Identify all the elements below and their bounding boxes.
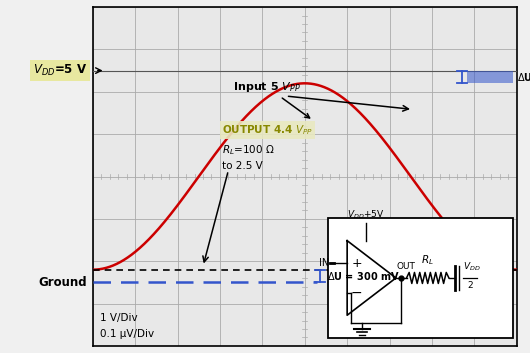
- Text: 1 V/Div: 1 V/Div: [100, 313, 138, 323]
- Text: $R_L$=100 Ω: $R_L$=100 Ω: [222, 143, 275, 157]
- Text: $\Delta$U = 300 mV: $\Delta$U = 300 mV: [517, 71, 530, 83]
- Text: to 2.5 V: to 2.5 V: [222, 161, 263, 171]
- Text: $R_L$: $R_L$: [421, 253, 434, 267]
- Text: −: −: [351, 286, 363, 300]
- Text: 2: 2: [467, 281, 473, 290]
- Text: $\Delta$U = 300 mV: $\Delta$U = 300 mV: [327, 270, 400, 282]
- Text: Ground: Ground: [39, 276, 87, 289]
- Text: $V_{DD}$=5 V: $V_{DD}$=5 V: [33, 63, 87, 78]
- Text: Input 5 $V_{PP}$: Input 5 $V_{PP}$: [233, 80, 310, 118]
- Text: OUTPUT 4.4 $V_{PP}$: OUTPUT 4.4 $V_{PP}$: [222, 123, 313, 137]
- Text: 0.1 μV/Div: 0.1 μV/Div: [100, 329, 155, 339]
- Text: $V_{DD}$+5V: $V_{DD}$+5V: [347, 209, 384, 221]
- Bar: [328, 217, 513, 338]
- Text: +: +: [351, 257, 362, 270]
- Text: $V_{DD}$: $V_{DD}$: [463, 261, 481, 273]
- Bar: [467, 71, 514, 83]
- Text: IN: IN: [319, 258, 329, 268]
- Text: OUT: OUT: [397, 262, 416, 271]
